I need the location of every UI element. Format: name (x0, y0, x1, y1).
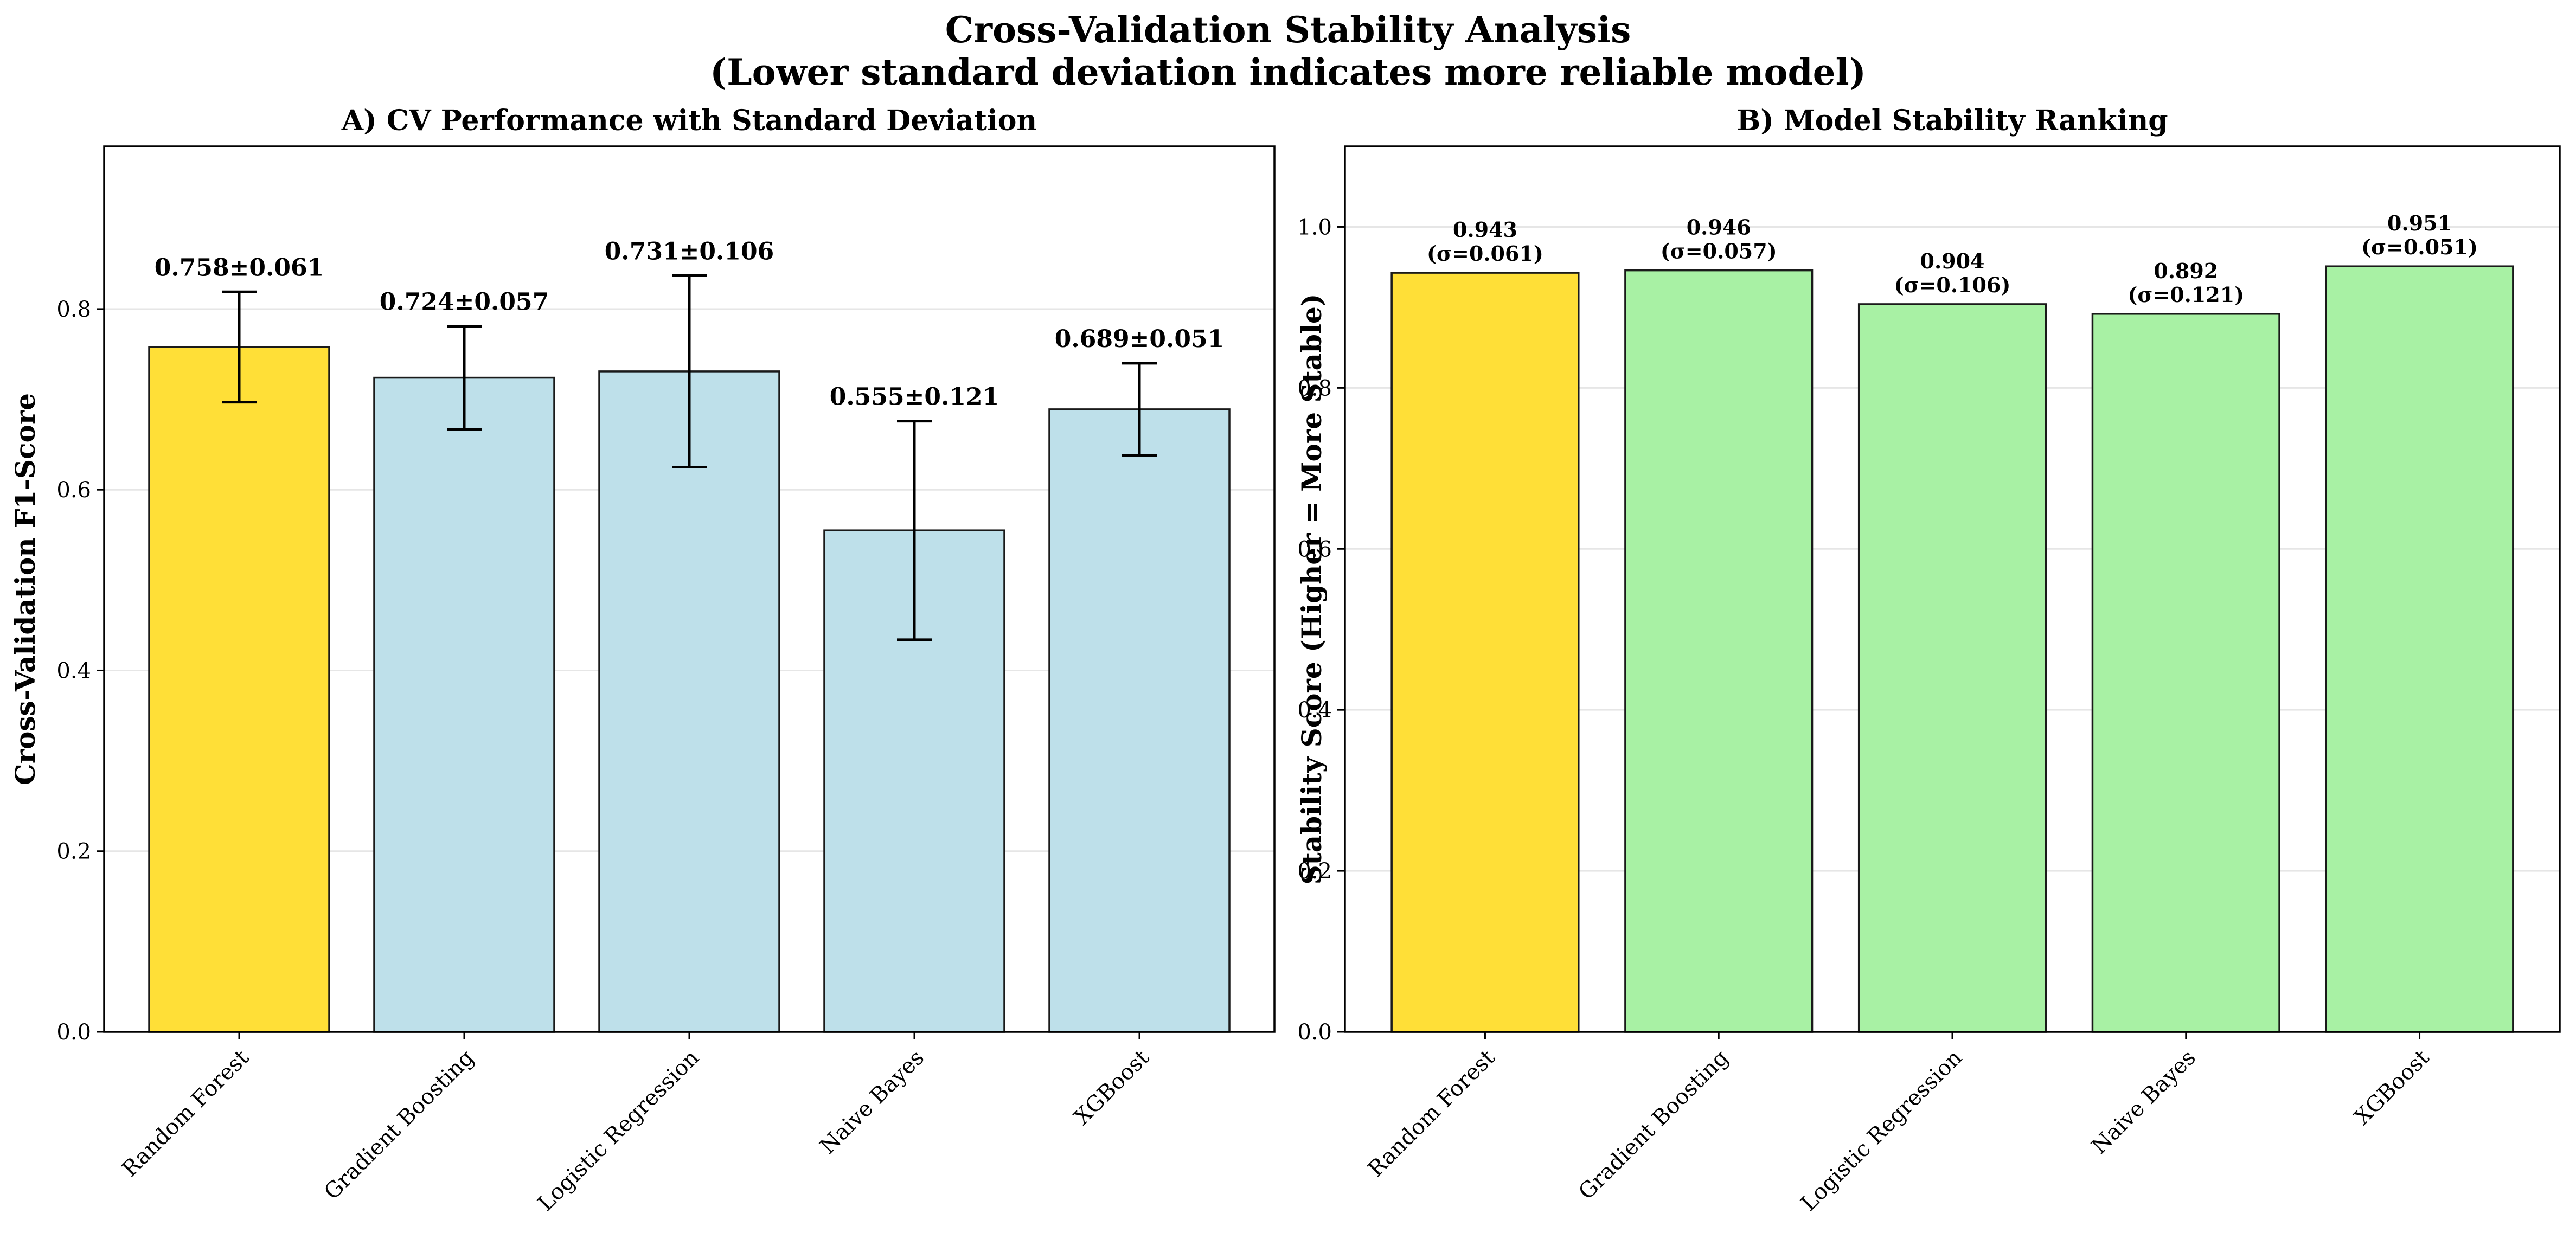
panel-a-bar (148, 346, 330, 1033)
panel-a-ytick-label: 0.0 (56, 1020, 91, 1045)
panel-a-xtick-label: XGBoost (1069, 1045, 1154, 1130)
panel-a-xtick-label: Random Forest (117, 1045, 254, 1182)
panel-a-bar (373, 376, 555, 1033)
panel-a-bar-label: 0.731±0.106 (605, 237, 774, 265)
panel-a-bar (598, 370, 780, 1033)
panel-a-xtick-label: Gradient Boosting (319, 1045, 479, 1205)
panel-b-ytick-label: 0.6 (1297, 537, 1332, 562)
panel-b-bar-label: 0.943 (1453, 217, 1517, 242)
panel-b-bar-label: (σ=0.057) (1661, 239, 1777, 264)
panel-b-bar-label: (σ=0.106) (1894, 273, 2011, 297)
panel-b-bar (2325, 265, 2514, 1033)
panel-b-bar-label: (σ=0.061) (1427, 241, 1543, 266)
panel-a-xtick-label: Logistic Regression (533, 1045, 704, 1216)
panel-b-xtick-label: Random Forest (1363, 1045, 1500, 1182)
panel-a-title: A) CV Performance with Standard Deviatio… (341, 104, 1037, 137)
panel-b-bar-label: (σ=0.051) (2361, 235, 2478, 259)
panel-b-xtick-label: Gradient Boosting (1574, 1045, 1733, 1205)
panel-a-ytick-label: 0.2 (56, 839, 91, 864)
panel-b-bar-label: 0.946 (1687, 215, 1751, 240)
panel-a-bar-label: 0.758±0.061 (155, 254, 324, 281)
figure-title: Cross-Validation Stability Analysis (945, 9, 1631, 51)
panel-a-ytick-label: 0.8 (56, 297, 91, 322)
panel-b-ytick-label: 1.0 (1297, 215, 1332, 240)
panel-b-xtick-label: Naive Bayes (2087, 1045, 2201, 1159)
figure-subtitle: (Lower standard deviation indicates more… (710, 51, 1866, 93)
panel-b-title: B) Model Stability Ranking (1736, 104, 2168, 137)
panel-b-ytick-label: 0.8 (1297, 376, 1332, 401)
panel-a-bar-label: 0.689±0.051 (1055, 325, 1224, 353)
panel-b-ytick-label: 0.0 (1297, 1020, 1332, 1045)
panel-a-ytick-label: 0.6 (56, 478, 91, 503)
panel-b-bar-label: 0.892 (2154, 259, 2218, 283)
panel-b-ytick-label: 0.4 (1297, 698, 1332, 723)
panel-a-bar-label: 0.724±0.057 (380, 288, 549, 316)
panel-b-bar (2091, 313, 2280, 1033)
panel-b-xtick-label: Logistic Regression (1796, 1045, 1967, 1216)
panel-b-bar-label: 0.951 (2387, 211, 2452, 235)
panel-b-xtick-label: XGBoost (2350, 1045, 2434, 1130)
panel-a-xtick-label: Naive Bayes (815, 1045, 929, 1159)
panel-b-bar-label: (σ=0.121) (2128, 283, 2244, 307)
panel-b-bar (1857, 303, 2047, 1033)
panel-a-bar-label: 0.555±0.121 (830, 383, 999, 411)
panel-b-bar (1624, 269, 1814, 1033)
panel-a-ytick-label: 0.4 (56, 658, 91, 683)
panel-a-ylabel: Cross-Validation F1-Score (9, 393, 41, 785)
panel-b-ylabel: Stability Score (Higher = More Stable) (1296, 294, 1328, 885)
panel-b-ytick-label: 0.2 (1297, 859, 1332, 884)
panel-b-bar-label: 0.904 (1920, 249, 1985, 273)
panel-a-bar (1048, 408, 1231, 1033)
panel-b-bar (1390, 272, 1580, 1033)
